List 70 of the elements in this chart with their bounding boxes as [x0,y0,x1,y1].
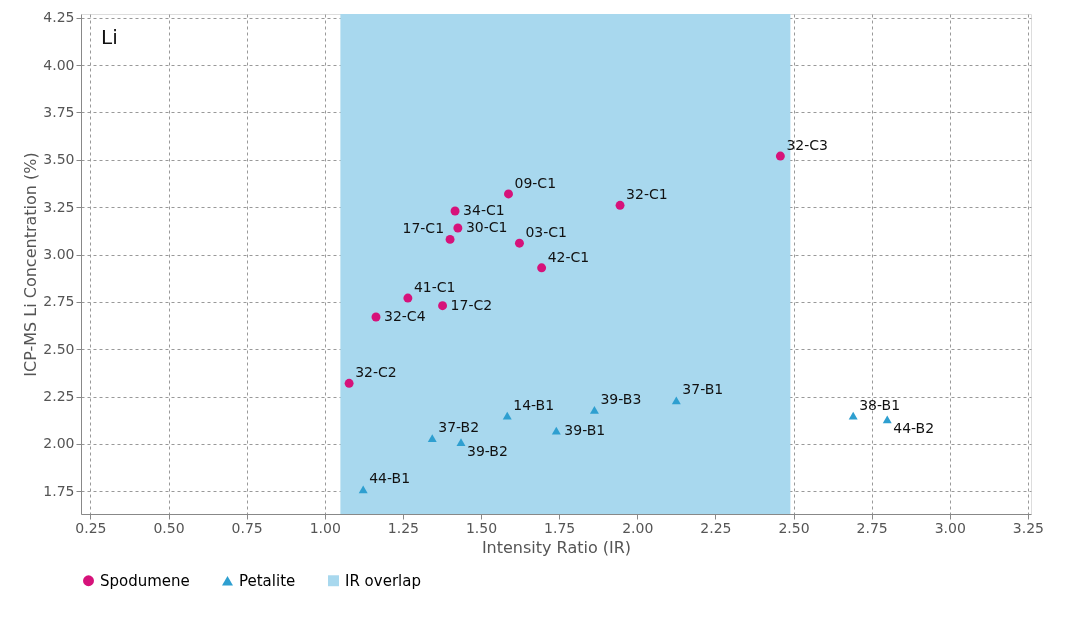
annotation: 32-C1 [626,186,668,203]
annotation: 39-B1 [564,421,606,438]
point [453,223,463,233]
x-tick-label: 1.75 [544,519,576,536]
point [445,234,455,244]
y-tick-label: 2.75 [43,293,75,310]
annotation: 37-B2 [438,419,480,436]
legend-label: Spodumene [100,571,190,590]
annotation: 44-B1 [369,470,411,487]
y-tick-label: 4.25 [43,9,75,26]
y-tick-label: 3.25 [43,198,75,215]
x-tick-label: 2.75 [856,519,888,536]
x-tick-label: 0.50 [153,519,185,536]
point [589,405,599,414]
annotation: 42-C1 [547,248,590,265]
point [671,396,681,405]
point [504,189,513,199]
point [403,293,413,303]
annotation: 32-C3 [786,137,828,154]
point [537,263,547,273]
annotation: Li [101,25,118,49]
point [438,301,448,311]
point [344,378,354,388]
x-tick-label: 2.25 [700,519,732,536]
x-tick-label: 1.50 [465,519,498,536]
point [371,312,381,322]
y-tick-label: 3.00 [43,246,75,263]
annotation: 34-C1 [463,201,505,218]
annotation: 32-C2 [355,364,397,381]
annotation: 17-C2 [450,296,493,313]
annotation: 03-C1 [525,224,567,241]
annotation: 41-C1 [413,279,456,296]
legend-label: Petalite [239,571,296,590]
annotation: 14-B1 [513,396,555,413]
x-tick-label: 2.00 [622,519,654,536]
point [450,206,460,216]
point [514,238,524,248]
annotation: 32-C4 [384,308,426,325]
x-tick-label: 1.25 [387,519,419,536]
y-tick-label: 2.25 [43,388,75,405]
point [358,485,368,494]
annotation: 30-C1 [465,219,508,236]
x-tick-label: 1.00 [309,519,341,536]
x-axis-title: Intensity Ratio (IR) [481,537,632,557]
point [775,151,785,161]
y-tick-label: 1.75 [43,482,75,499]
y-axis-title: ICP-MS Li Concentration (%) [21,152,41,377]
y-tick-label: 3.50 [43,151,75,168]
annotation: 37-B1 [682,381,724,398]
annotation: 17-C1 [402,220,445,237]
x-tick-label: 2.50 [778,519,810,536]
annotation: 44-B2 [893,420,935,437]
x-tick-label: 3.00 [934,519,966,536]
y-tick-label: 4.00 [43,56,75,73]
y-tick-label: 2.50 [43,340,75,357]
point [551,426,561,435]
annotation: 39-B3 [600,390,642,407]
annotation: 09-C1 [514,174,557,191]
annotation: 39-B2 [467,443,508,460]
y-tick-label: 2.00 [43,435,75,452]
legend-label: IR overlap [345,571,421,590]
x-tick-label: 3.25 [1012,519,1044,536]
point [615,200,625,210]
point [427,434,437,443]
x-tick-label: 0.75 [231,519,263,536]
x-tick-label: 0.25 [75,519,107,536]
annotation: 38-B1 [859,396,901,413]
point [456,438,466,446]
point [882,415,892,424]
y-tick-label: 3.75 [43,103,75,120]
